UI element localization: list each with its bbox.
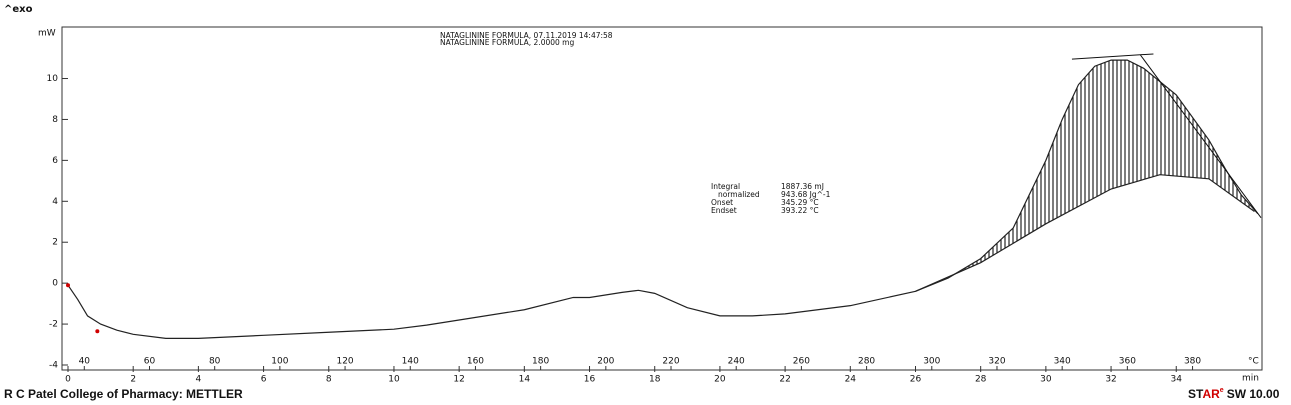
x-axis-label: min xyxy=(1242,374,1259,384)
x-tick-label: 20 xyxy=(714,375,726,385)
y-tick-label: 2 xyxy=(52,238,58,248)
x2-tick-label: 340 xyxy=(1054,357,1071,367)
x2-tick-label: 100 xyxy=(271,357,288,367)
x-tick-label: 10 xyxy=(388,375,400,385)
x2-tick-label: 120 xyxy=(336,357,353,367)
exo-label: ^exo xyxy=(4,4,33,15)
x2-tick-label: 160 xyxy=(467,357,484,367)
annotation: NATAGLININE FORMULA, 07.11.2019 14:47:58 xyxy=(440,31,613,40)
brand: ST xyxy=(1188,387,1204,401)
x-tick-label: 22 xyxy=(779,375,790,385)
series-line xyxy=(915,174,1255,292)
y-tick-label: 4 xyxy=(52,197,58,207)
result-value: 345.29 °C xyxy=(781,198,819,207)
brand: e xyxy=(1220,387,1224,394)
x-tick-label: 32 xyxy=(1105,375,1116,385)
result-label: Onset xyxy=(711,198,733,207)
result-value: 943.68 Jg^-1 xyxy=(781,190,831,199)
tangent-line xyxy=(1071,53,1154,60)
result-value: 393.22 °C xyxy=(781,206,819,215)
x-tick-label: 30 xyxy=(1040,375,1052,385)
integral-area xyxy=(915,60,1255,292)
y-tick-label: 10 xyxy=(47,74,59,84)
x2-tick-label: 40 xyxy=(79,357,91,367)
x2-tick-label: 240 xyxy=(728,357,745,367)
result-label: Integral xyxy=(711,182,740,191)
y-tick-label: -2 xyxy=(49,320,58,330)
x2-axis-label: °C xyxy=(1248,357,1259,367)
result-label: normalized xyxy=(718,190,760,199)
x2-tick-label: 280 xyxy=(858,357,875,367)
x2-tick-label: 320 xyxy=(988,357,1005,367)
plot-frame xyxy=(61,26,1263,371)
y-axis-label: mW xyxy=(38,29,56,39)
x-tick-label: 12 xyxy=(453,375,464,385)
result-value: 1887.36 mJ xyxy=(781,182,824,191)
x-tick-label: 26 xyxy=(910,375,922,385)
x2-tick-label: 80 xyxy=(209,357,221,367)
x2-tick-label: 260 xyxy=(793,357,810,367)
x-tick-label: 14 xyxy=(519,375,531,385)
x-tick-label: 18 xyxy=(649,375,661,385)
x-tick-label: 16 xyxy=(584,375,596,385)
result-label: Endset xyxy=(711,206,737,215)
x-tick-label: 4 xyxy=(196,375,202,385)
x2-tick-label: 60 xyxy=(144,357,156,367)
tangent-line xyxy=(1139,54,1262,218)
annotation: NATAGLININE FORMULA, 2.0000 mg xyxy=(440,38,574,47)
x-tick-label: 8 xyxy=(326,375,332,385)
x-tick-label: 34 xyxy=(1171,375,1183,385)
x2-tick-label: 360 xyxy=(1119,357,1136,367)
x-tick-label: 28 xyxy=(975,375,987,385)
x2-tick-label: 220 xyxy=(662,357,679,367)
x-tick-label: 2 xyxy=(130,375,136,385)
y-tick-label: 6 xyxy=(52,156,58,166)
y-tick-label: 0 xyxy=(52,279,58,289)
brand: SW 10.00 xyxy=(1227,387,1280,401)
marker xyxy=(95,329,100,334)
x2-tick-label: 300 xyxy=(923,357,940,367)
x2-tick-label: 140 xyxy=(402,357,419,367)
series-line xyxy=(67,59,1259,339)
x-tick-label: 0 xyxy=(65,375,71,385)
x2-tick-label: 180 xyxy=(532,357,549,367)
x2-tick-label: 380 xyxy=(1184,357,1201,367)
brand: AR xyxy=(1202,387,1220,401)
footer-right: STARe SW 10.00 xyxy=(1188,387,1280,401)
x-tick-label: 24 xyxy=(845,375,857,385)
x-tick-label: 6 xyxy=(261,375,267,385)
y-tick-label: 8 xyxy=(52,115,58,125)
y-tick-label: -4 xyxy=(49,361,58,371)
x2-tick-label: 200 xyxy=(597,357,614,367)
marker xyxy=(66,283,70,288)
footer-left: R C Patel College of Pharmacy: METTLER xyxy=(4,387,243,401)
